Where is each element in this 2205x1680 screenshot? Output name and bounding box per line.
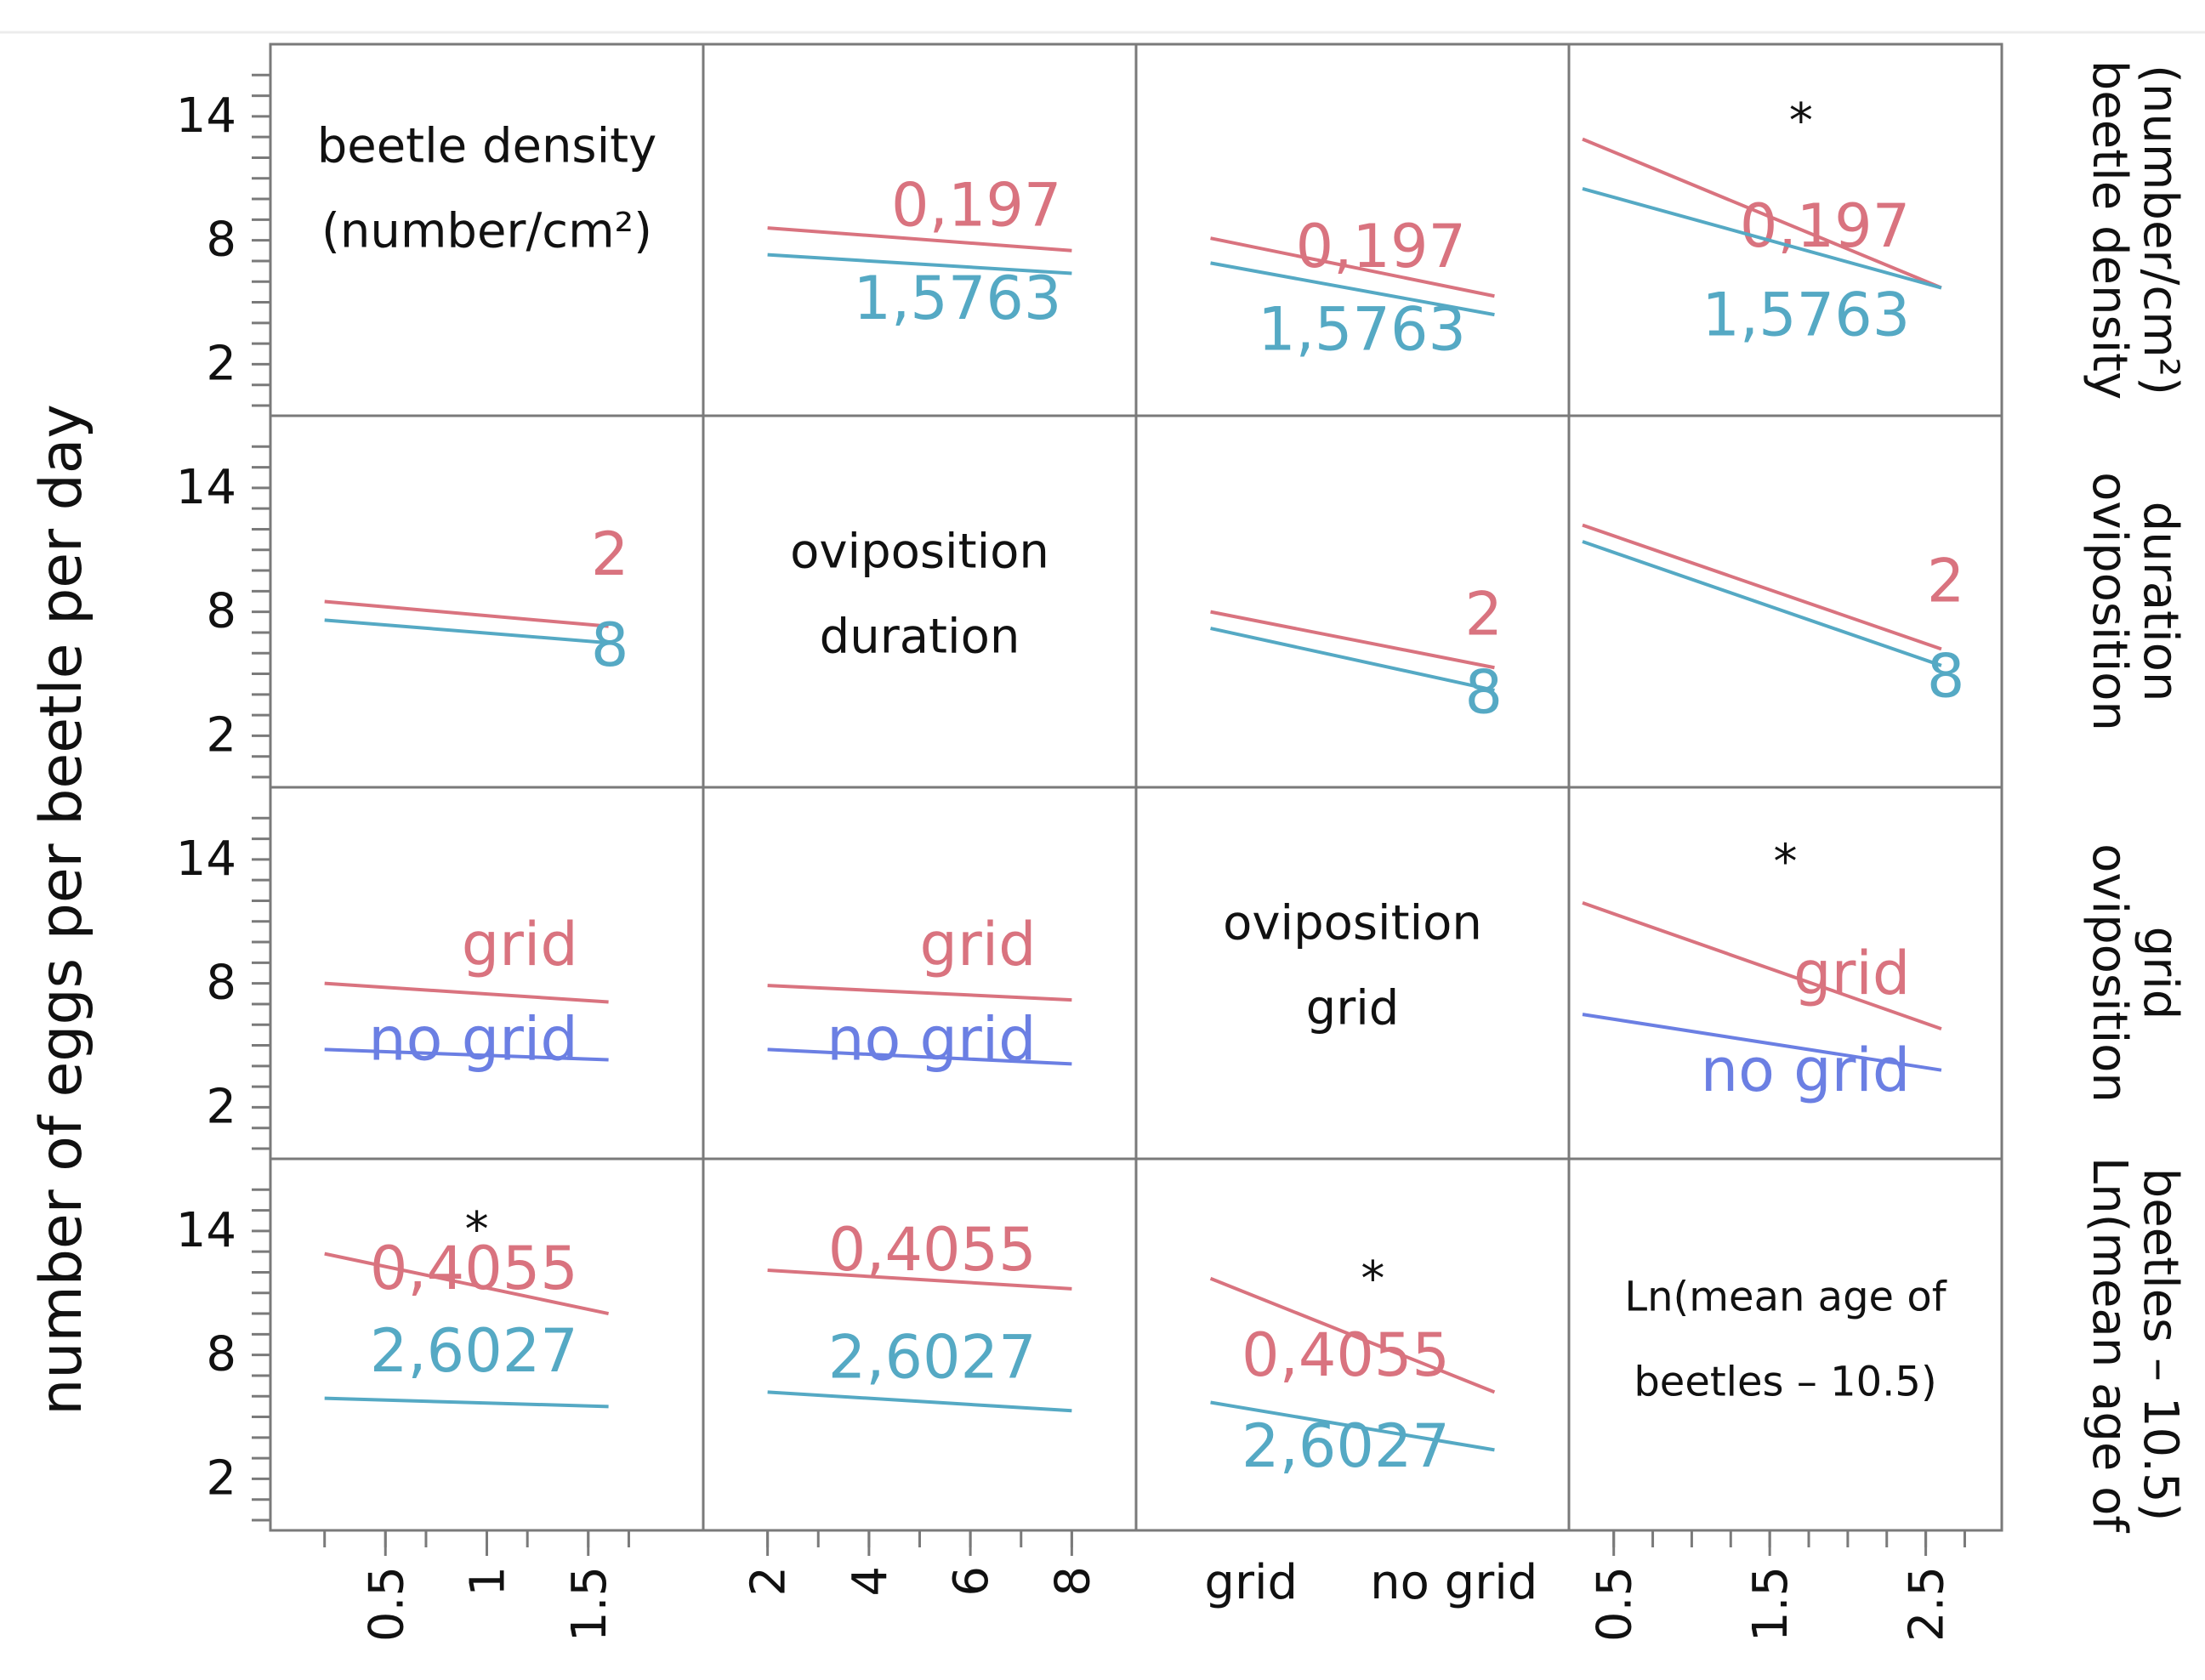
row-label: (number/cm²) bbox=[2133, 65, 2188, 395]
y-tick-label: 14 bbox=[176, 1203, 236, 1258]
panel-frame bbox=[702, 414, 1138, 789]
row-label: oviposition bbox=[2082, 843, 2137, 1103]
series-label: 2,6027 bbox=[828, 1322, 1037, 1392]
series-line bbox=[1210, 627, 1495, 692]
row-label: duration bbox=[2133, 502, 2188, 702]
panel-frame bbox=[1134, 786, 1571, 1161]
series-label: 2,6027 bbox=[1242, 1411, 1450, 1481]
series-label: 1,5763 bbox=[1258, 294, 1466, 364]
series-line bbox=[1210, 610, 1495, 670]
series-label: no grid bbox=[1701, 1036, 1911, 1105]
x-tick-label: 1.5 bbox=[1743, 1566, 1799, 1642]
x-tick-label: no grid bbox=[1370, 1555, 1537, 1610]
y-tick-label: 14 bbox=[176, 88, 236, 144]
x-tick-label: 1.5 bbox=[562, 1566, 617, 1642]
panel-frame bbox=[1567, 1157, 2003, 1532]
series-line bbox=[1210, 261, 1495, 317]
x-tick-label: 8 bbox=[1045, 1566, 1100, 1597]
y-tick-label: 2 bbox=[206, 707, 236, 763]
row-label: beetle density bbox=[2082, 60, 2137, 400]
series-label: 2,6027 bbox=[370, 1316, 578, 1386]
series-line bbox=[1582, 137, 1942, 290]
diagonal-label: (number/cm²) bbox=[321, 204, 652, 259]
series-label: 0,4055 bbox=[370, 1234, 578, 1303]
significance-star: * bbox=[1774, 835, 1798, 890]
y-tick-label: 2 bbox=[206, 336, 236, 391]
series-label: grid bbox=[920, 910, 1037, 979]
series-label: grid bbox=[1793, 939, 1910, 1008]
series-line bbox=[767, 1390, 1072, 1413]
diagonal-label: beetle density bbox=[317, 119, 657, 174]
series-line bbox=[1582, 1013, 1942, 1072]
x-tick-label: 1 bbox=[461, 1566, 516, 1597]
series-line bbox=[1582, 186, 1942, 290]
y-tick-label: 8 bbox=[206, 584, 236, 639]
series-label: 0,197 bbox=[1740, 191, 1910, 261]
series-line bbox=[1582, 523, 1942, 651]
y-tick-label: 8 bbox=[206, 213, 236, 268]
series-label: 8 bbox=[591, 610, 629, 680]
diagonal-label: duration bbox=[820, 610, 1020, 665]
series-line bbox=[324, 1396, 609, 1409]
series-line bbox=[324, 981, 609, 1004]
series-line bbox=[767, 1269, 1072, 1291]
x-tick-label: 0.5 bbox=[1588, 1566, 1643, 1642]
series-line bbox=[767, 253, 1072, 275]
series-label: 1,5763 bbox=[854, 264, 1062, 333]
diagonal-label: Ln(mean age of bbox=[1624, 1274, 1946, 1321]
diagonal-label: oviposition bbox=[790, 525, 1049, 580]
series-label: 2 bbox=[591, 519, 629, 589]
panels-group: 2 8 14 2 8 14 2 8 14 2 8 14 0.5 1 1.5 2 4 6 8 grid no grid 0.… bbox=[176, 43, 2188, 1642]
series-line bbox=[767, 1047, 1072, 1066]
series-label: 0,4055 bbox=[828, 1215, 1037, 1285]
y-tick-label: 14 bbox=[176, 460, 236, 515]
series-label: 2 bbox=[1927, 547, 1965, 616]
series-line bbox=[324, 1251, 610, 1316]
series-line bbox=[1210, 1400, 1495, 1452]
series-line bbox=[1582, 540, 1942, 667]
series-label: 0,4055 bbox=[1242, 1320, 1450, 1390]
series-line bbox=[324, 599, 609, 628]
x-tick-label: 4 bbox=[843, 1566, 898, 1597]
series-label: grid bbox=[462, 910, 578, 979]
series-line bbox=[767, 226, 1072, 253]
diagonal-label: oviposition bbox=[1223, 896, 1482, 951]
row-label: beetles – 10.5) bbox=[2133, 1168, 2188, 1522]
panel-frame bbox=[1134, 414, 1571, 789]
x-tick-label: grid bbox=[1204, 1555, 1298, 1610]
series-label: 2 bbox=[1464, 579, 1503, 649]
row-label: Ln(mean age of bbox=[2082, 1157, 2137, 1534]
series-label: 1,5763 bbox=[1702, 280, 1910, 349]
series-label: 0,197 bbox=[1296, 212, 1466, 281]
series-label: 8 bbox=[1464, 658, 1503, 728]
series-label: no grid bbox=[368, 1005, 578, 1075]
series-line bbox=[324, 1047, 609, 1062]
series-label: 0,197 bbox=[891, 171, 1061, 241]
x-tick-label: 2.5 bbox=[1900, 1566, 1955, 1642]
y-tick-label: 8 bbox=[206, 1327, 236, 1382]
y-tick-label: 14 bbox=[176, 831, 236, 887]
x-tick-label: 0.5 bbox=[359, 1566, 414, 1642]
significance-star: * bbox=[1789, 94, 1813, 149]
x-tick-label: 2 bbox=[742, 1566, 797, 1597]
y-axis-label: number of eggs per beetle per day bbox=[28, 404, 95, 1415]
diagonal-label: beetles – 10.5) bbox=[1634, 1359, 1936, 1406]
y-tick-label: 8 bbox=[206, 956, 236, 1011]
series-label: 8 bbox=[1927, 641, 1965, 711]
series-line bbox=[767, 984, 1072, 1002]
series-line bbox=[1210, 236, 1495, 298]
series-line bbox=[324, 618, 609, 645]
y-tick-label: 2 bbox=[206, 1450, 236, 1506]
row-label: oviposition bbox=[2082, 472, 2137, 731]
significance-star: * bbox=[1361, 1251, 1384, 1307]
series-line bbox=[1582, 901, 1942, 1030]
series-line bbox=[1209, 1276, 1496, 1394]
diagonal-label: grid bbox=[1306, 981, 1400, 1036]
row-label: grid bbox=[2133, 927, 2188, 1020]
x-tick-label: 6 bbox=[944, 1566, 999, 1597]
y-tick-label: 2 bbox=[206, 1079, 236, 1134]
significance-star: * bbox=[465, 1202, 489, 1257]
series-label: no grid bbox=[827, 1005, 1037, 1075]
